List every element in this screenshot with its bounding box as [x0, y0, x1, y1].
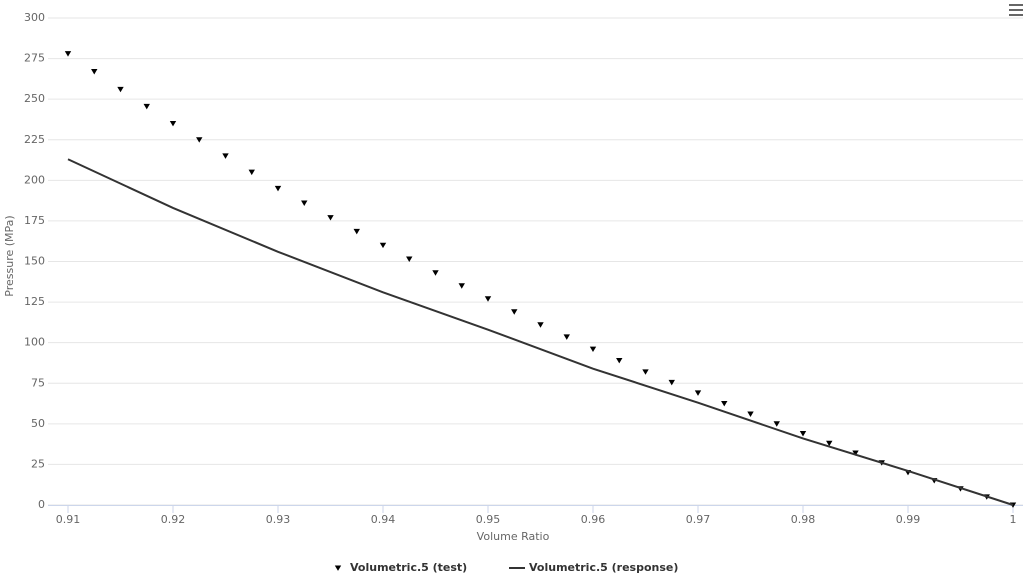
x-axis-title: Volume Ratio: [477, 530, 550, 543]
test-marker: [589, 346, 597, 353]
x-tick-label: 0.96: [581, 513, 606, 526]
test-marker: [616, 357, 623, 364]
test-marker: [537, 322, 544, 328]
y-tick-label: 75: [31, 376, 45, 389]
legend-label: Volumetric.5 (test): [350, 561, 467, 574]
test-marker: [248, 169, 255, 176]
y-tick-label: 225: [24, 133, 45, 146]
y-tick-label: 50: [31, 417, 45, 430]
test-marker: [274, 185, 282, 192]
y-tick-label: 200: [24, 173, 45, 186]
test-marker: [563, 334, 570, 340]
test-marker: [773, 421, 780, 427]
menu-button[interactable]: [1006, 2, 1024, 18]
test-marker: [642, 369, 649, 375]
x-tick-label: 0.95: [476, 513, 501, 526]
y-axis-title: Pressure (MPa): [3, 215, 16, 296]
test-marker: [91, 69, 98, 75]
y-tick-label: 100: [24, 336, 45, 349]
y-tick-label: 150: [24, 255, 45, 268]
y-tick-label: 175: [24, 214, 45, 227]
test-marker: [301, 200, 308, 206]
test-marker: [484, 296, 492, 302]
response-line: [67, 158, 1014, 506]
x-tick-label: 0.91: [56, 513, 81, 526]
test-marker: [694, 390, 702, 396]
test-marker: [668, 379, 675, 386]
test-marker: [222, 153, 229, 159]
test-marker: [64, 51, 72, 57]
test-marker: [353, 228, 360, 235]
y-tick-label: 125: [24, 295, 45, 308]
x-tick-label: 0.93: [266, 513, 291, 526]
legend-item: Volumetric.5 (test): [334, 561, 467, 574]
test-marker: [721, 400, 728, 407]
x-tick-label: 1: [1010, 513, 1017, 526]
test-marker: [169, 120, 177, 127]
test-marker: [406, 256, 413, 262]
y-tick-label: 0: [38, 498, 45, 511]
test-marker: [826, 440, 833, 447]
x-tick-label: 0.94: [371, 513, 396, 526]
test-marker: [117, 86, 124, 93]
test-marker: [799, 431, 807, 437]
test-marker: [196, 137, 203, 143]
legend-marker: [334, 565, 342, 571]
x-tick-label: 0.98: [791, 513, 816, 526]
x-tick-label: 0.97: [686, 513, 711, 526]
test-marker: [327, 215, 334, 221]
test-marker: [432, 270, 439, 276]
y-tick-label: 300: [24, 11, 45, 24]
test-marker: [511, 309, 518, 315]
y-tick-label: 250: [24, 92, 45, 105]
y-tick-label: 25: [31, 457, 45, 470]
y-tick-label: 275: [24, 52, 45, 65]
test-marker: [852, 450, 859, 456]
x-tick-label: 0.92: [161, 513, 186, 526]
test-marker: [458, 283, 465, 289]
test-marker: [143, 103, 150, 110]
test-marker: [379, 242, 387, 249]
legend-label: Volumetric.5 (response): [529, 561, 678, 574]
legend-item: Volumetric.5 (response): [509, 561, 678, 574]
test-marker: [747, 411, 754, 417]
x-tick-label: 0.99: [896, 513, 921, 526]
